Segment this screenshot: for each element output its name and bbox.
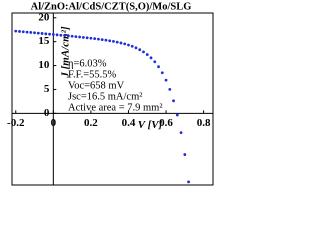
data-point — [74, 35, 78, 39]
chart: Al/ZnO:Al/CdS/CZT(S,O)/Mo/SLG -0.2 0 0.2 0.… — [7, 1, 214, 186]
data-point — [25, 30, 29, 34]
data-point — [93, 37, 97, 41]
data-point — [112, 39, 115, 43]
y-axis-label: J [mA/cm²] — [60, 26, 72, 79]
data-point — [157, 65, 160, 69]
data-point — [183, 153, 187, 156]
annotation: Active area = 7.9 mm² — [68, 102, 163, 113]
data-point — [127, 43, 130, 47]
data-point — [66, 34, 70, 38]
data-point — [36, 31, 40, 35]
data-point — [63, 34, 66, 37]
data-point — [142, 50, 145, 54]
y-tick-label: 5 — [44, 83, 50, 95]
annotation: Jsc=16.5 mA/cm² — [68, 91, 142, 102]
data-point — [48, 32, 51, 36]
x-tick-label: 0.4 — [122, 117, 136, 129]
data-point — [97, 37, 100, 41]
data-point — [44, 32, 48, 36]
data-point — [51, 33, 55, 36]
data-point — [100, 38, 104, 42]
data-point — [21, 30, 25, 34]
y-tick-label: 0 — [44, 107, 50, 119]
data-point — [149, 56, 153, 60]
data-point — [164, 78, 168, 82]
data-point — [29, 31, 33, 34]
page: {"chart_data": {"type": "scatter", "titl… — [7, 1, 214, 186]
data-point — [153, 60, 157, 64]
data-point — [160, 71, 164, 75]
data-point — [104, 38, 108, 42]
data-point — [130, 44, 134, 48]
data-point — [18, 30, 21, 33]
data-point — [14, 29, 18, 33]
data-point — [119, 41, 123, 45]
x-tick-label: 0.6 — [159, 117, 173, 129]
data-point — [172, 99, 175, 103]
plot-frame — [11, 12, 214, 186]
x-tick-label: 0.8 — [197, 117, 211, 129]
x-axis-label: V [V] — [138, 119, 163, 131]
data-point — [40, 32, 44, 35]
x-tick-label: 0 — [51, 117, 57, 129]
chart-title: Al/ZnO:Al/CdS/CZT(S,O)/Mo/SLG — [31, 1, 192, 12]
data-point — [33, 31, 36, 35]
data-point — [81, 36, 85, 39]
x-tick-label: 0.2 — [84, 117, 98, 129]
data-point — [115, 40, 119, 44]
y-tick-label: 20 — [38, 11, 50, 23]
data-point — [134, 46, 138, 50]
data-point — [145, 53, 149, 56]
data-point — [168, 87, 172, 91]
y-tick-label: 15 — [38, 35, 50, 47]
annotation: Voc=658 mV — [68, 80, 125, 91]
data-point — [78, 35, 82, 39]
annotation: F.F.=55.5% — [68, 69, 117, 80]
data-point — [55, 33, 59, 37]
data-point — [175, 113, 179, 117]
data-point — [59, 33, 63, 37]
annotation: η=6.03% — [68, 58, 107, 69]
data-point — [187, 180, 190, 184]
data-point — [108, 39, 112, 43]
data-point — [123, 42, 127, 46]
data-point — [89, 36, 93, 40]
data-point — [85, 36, 89, 40]
y-tick-label: 10 — [38, 59, 50, 71]
data-point — [179, 131, 183, 134]
data-point — [70, 34, 74, 38]
data-point — [138, 48, 142, 52]
x-tick-label: -0.2 — [7, 117, 25, 129]
